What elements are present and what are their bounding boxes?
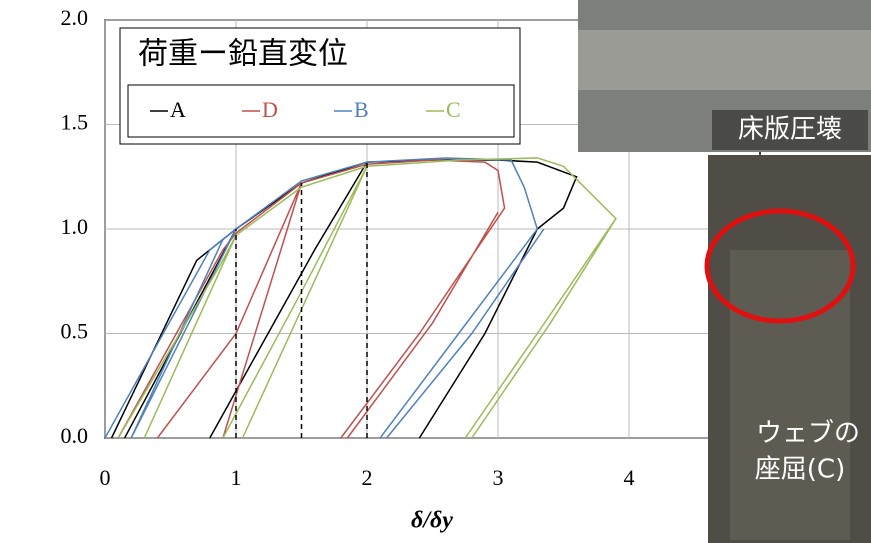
y-tick-label: 0.0 [61, 423, 89, 448]
x-tick-label: 1 [231, 465, 242, 490]
photo-slab-detail [578, 30, 871, 90]
chart: 荷重ー鉛直変位 A D B C δ/δy 床版圧壊 ウェブの 座屈(C) 0.0 0.5… [0, 0, 871, 543]
page: 荷重ー鉛直変位 A D B C δ/δy 床版圧壊 ウェブの 座屈(C) 0.0 0.5… [0, 0, 871, 543]
legend-label: D [262, 97, 278, 122]
caption: ウェブの [756, 419, 860, 449]
photo-web-detail [730, 250, 850, 540]
x-tick-label: 0 [100, 465, 111, 490]
chart-title: 荷重ー鉛直変位 [138, 37, 348, 72]
caption: 床版圧壊 [738, 115, 842, 145]
y-tick-label: 2.0 [61, 5, 89, 30]
x-tick-label: 3 [493, 465, 504, 490]
caption: 座屈(C) [755, 455, 845, 485]
y-tick-label: 0.5 [61, 319, 89, 344]
legend-label: A [170, 97, 186, 122]
legend-label: B [354, 97, 369, 122]
legend-label: C [446, 97, 461, 122]
y-tick-label: 1.0 [61, 214, 89, 239]
x-tick-label: 4 [624, 465, 635, 490]
y-tick-label: 1.5 [61, 110, 89, 135]
x-axis-label: δ/δy [411, 508, 453, 534]
x-tick-label: 2 [362, 465, 373, 490]
